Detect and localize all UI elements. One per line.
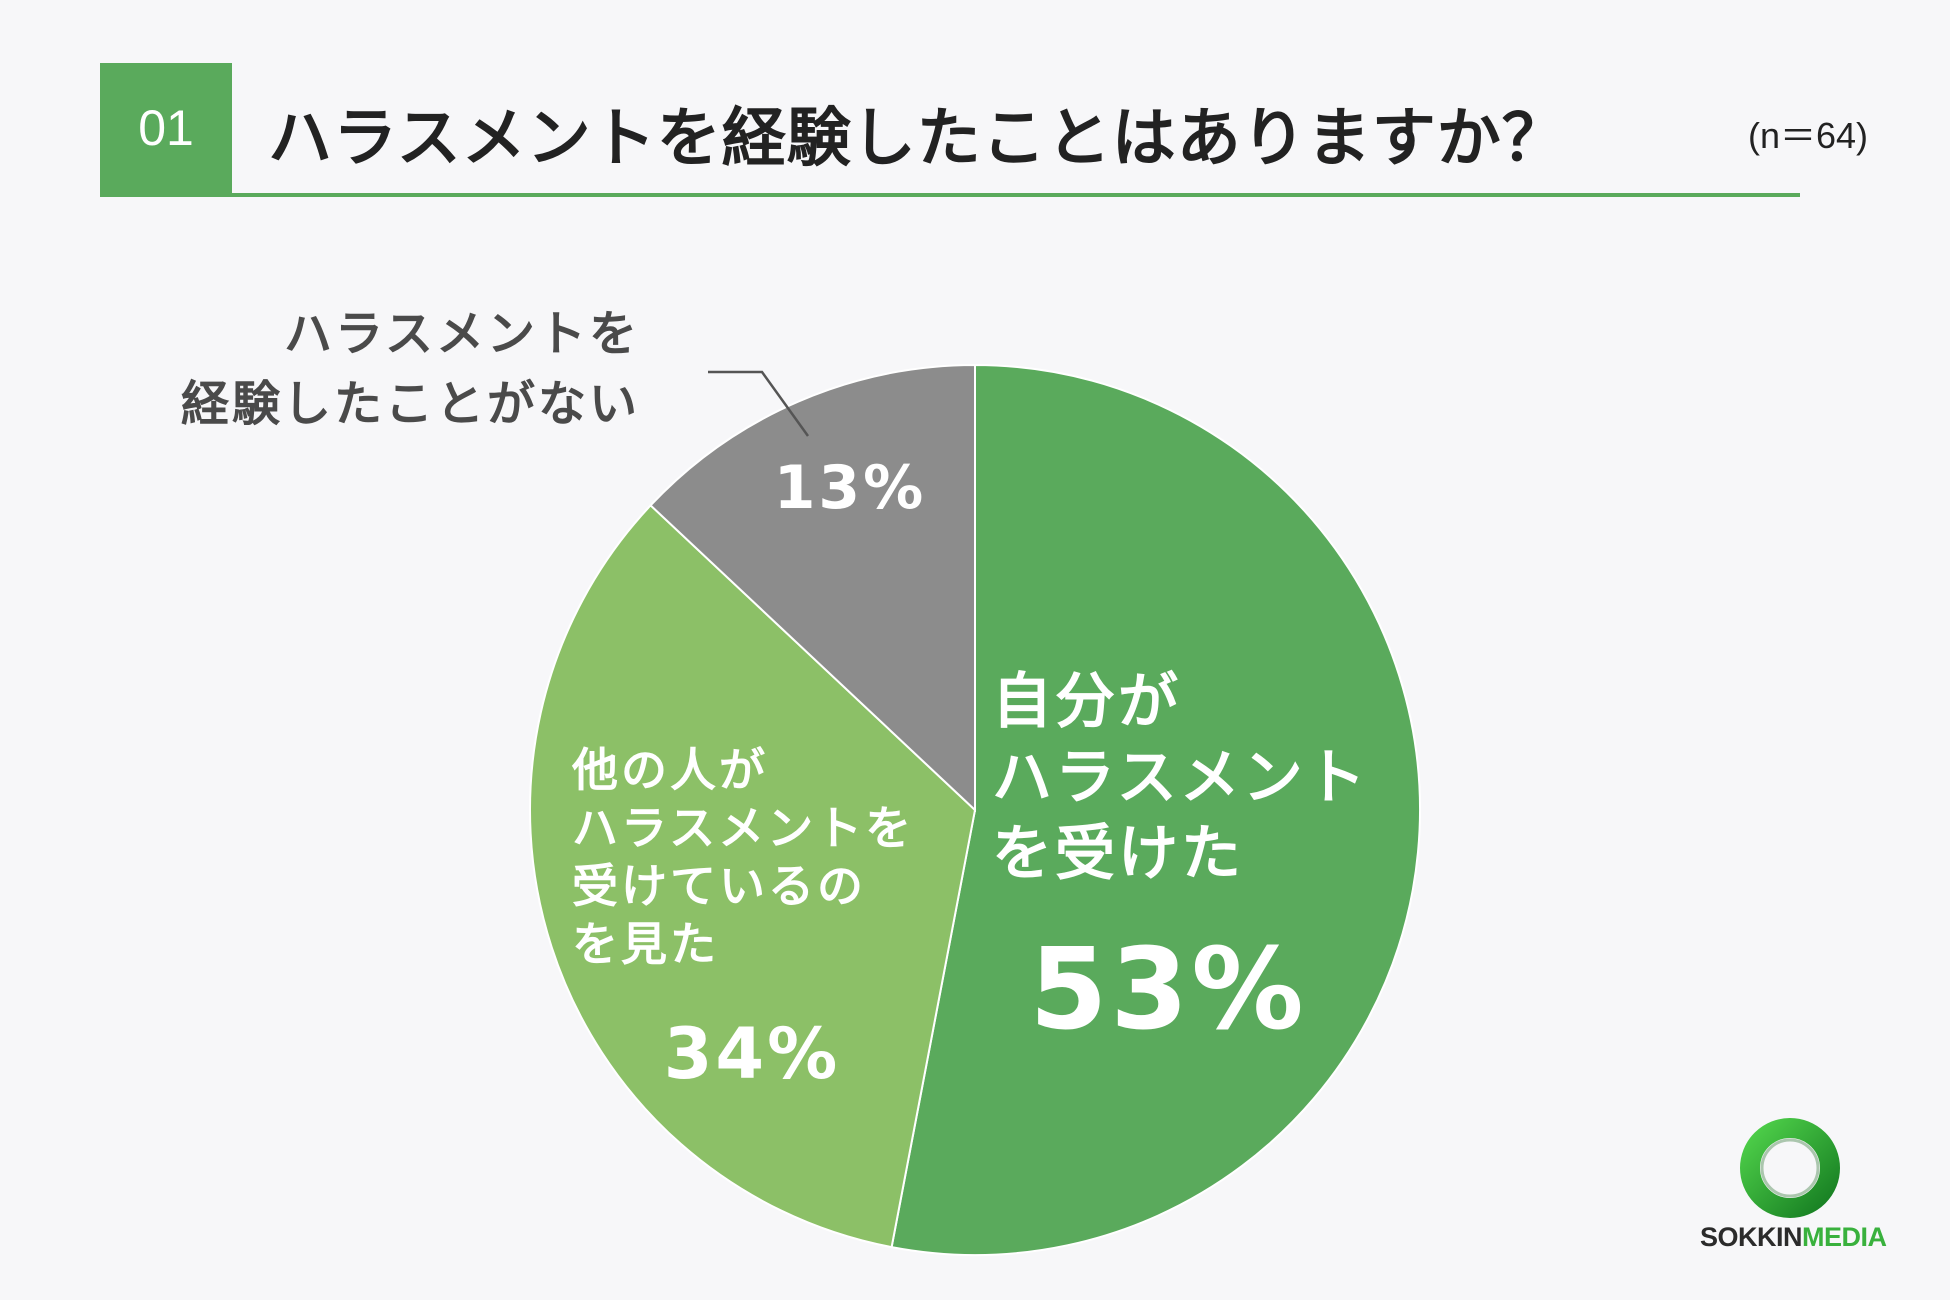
logo-text: SOKKINMEDIA (1700, 1222, 1887, 1253)
slice-2-value-label: 34% (664, 1013, 841, 1095)
slice-2-label-line: 他の人が (571, 743, 768, 797)
pie-slice-1 (890, 363, 1421, 1256)
question-title: ハラスメントを経験したことはありますか？ (268, 102, 1567, 176)
question-number: 01 (100, 63, 232, 193)
brand-logo: SOKKINMEDIA (1700, 1110, 1887, 1260)
slice-3-leader-line (708, 370, 810, 437)
pie-slice-2 (529, 503, 977, 1249)
header-underline (100, 193, 1800, 197)
slice-2-label-line: ハラスメントを (572, 801, 914, 855)
question-header: 01 ハラスメントを経験したことはありますか？ (n＝64) (100, 63, 1868, 197)
pie-slice-3 (649, 363, 976, 813)
slice-2-label-line: 受けているの (572, 859, 866, 913)
logo-text-dark: SOKKIN (1700, 1222, 1803, 1252)
logo-ring-icon (1740, 1118, 1840, 1218)
pie-labels: 自分がハラスメントを受けた53%他の人がハラスメントを受けているのを見た34%ハ… (181, 306, 1369, 1095)
slice-3-value-label: 13% (774, 453, 927, 523)
slice-1-label-line: を受けた (992, 819, 1244, 889)
slice-1-label-line: ハラスメント (992, 743, 1369, 813)
pie-slices (529, 363, 1421, 1256)
slice-3-label-line: ハラスメントを (284, 306, 640, 362)
sample-size: (n＝64) (1748, 115, 1869, 156)
slice-2-label-line: を見た (572, 917, 719, 971)
slice-3-label-line: 経験したことがない (181, 376, 640, 432)
slice-1-label-line: 自分が (992, 667, 1181, 737)
logo-text-accent: MEDIA (1802, 1222, 1887, 1252)
slice-1-value-label: 53% (1029, 925, 1306, 1055)
